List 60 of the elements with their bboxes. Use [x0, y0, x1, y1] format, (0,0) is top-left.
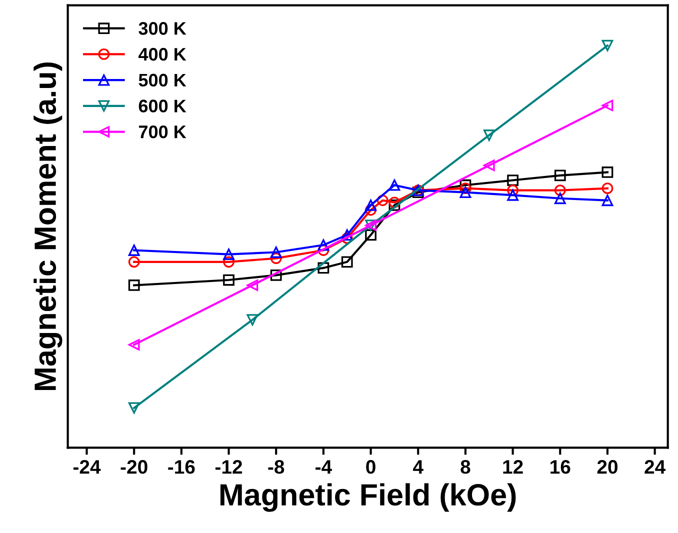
point — [365, 200, 376, 211]
point — [602, 182, 614, 194]
point — [246, 314, 258, 326]
point — [318, 244, 330, 256]
x-tick-label: -24 — [73, 460, 101, 474]
point — [460, 182, 472, 194]
point — [602, 194, 614, 206]
legend-label: 700 K — [138, 125, 186, 138]
point — [223, 256, 234, 268]
point — [376, 194, 388, 206]
point — [270, 246, 282, 258]
x-tick-label: 16 — [550, 460, 570, 474]
point — [602, 40, 614, 52]
x-tick-label: 8 — [460, 460, 470, 474]
x-tick-label: -20 — [120, 460, 148, 474]
point — [128, 339, 140, 350]
x-tick-label: -16 — [168, 460, 195, 474]
point — [341, 256, 353, 268]
point — [128, 280, 140, 291]
point — [507, 174, 518, 186]
x-tick-label: -8 — [268, 460, 284, 474]
point — [483, 130, 495, 141]
point — [554, 170, 566, 182]
x-tick-label: 12 — [503, 460, 523, 474]
x-tick-label: -12 — [215, 460, 242, 474]
point — [318, 239, 330, 251]
x-tick-label: -4 — [316, 460, 332, 474]
point — [554, 184, 566, 196]
point — [128, 402, 140, 414]
y-axis-title: Magnetic Moment (a.u) — [34, 62, 62, 390]
x-tick-label: 20 — [597, 460, 618, 474]
point — [460, 186, 472, 198]
point — [388, 200, 400, 211]
point — [365, 204, 376, 216]
point — [388, 196, 400, 208]
legend-label: 600 K — [138, 100, 186, 112]
point — [554, 192, 566, 204]
point — [602, 100, 614, 112]
x-tick-label: 24 — [644, 460, 666, 474]
point — [246, 280, 258, 291]
point — [270, 252, 282, 264]
point — [460, 179, 472, 191]
point — [223, 248, 234, 260]
point — [128, 244, 140, 256]
x-axis-title: Magnetic Field (kOe) — [220, 483, 516, 512]
x-tick-label: 0 — [366, 460, 376, 474]
point — [602, 166, 614, 178]
point — [223, 274, 234, 286]
point — [388, 179, 400, 191]
legend-label: 300 K — [138, 22, 186, 35]
point — [365, 229, 376, 241]
point — [341, 229, 353, 241]
point — [128, 256, 140, 268]
legend-label: 500 K — [138, 74, 186, 87]
point — [483, 160, 495, 172]
point — [270, 269, 282, 281]
legend-label: 400 K — [138, 48, 186, 61]
x-tick-label: 4 — [413, 460, 424, 474]
point — [507, 189, 518, 201]
point — [318, 262, 330, 274]
